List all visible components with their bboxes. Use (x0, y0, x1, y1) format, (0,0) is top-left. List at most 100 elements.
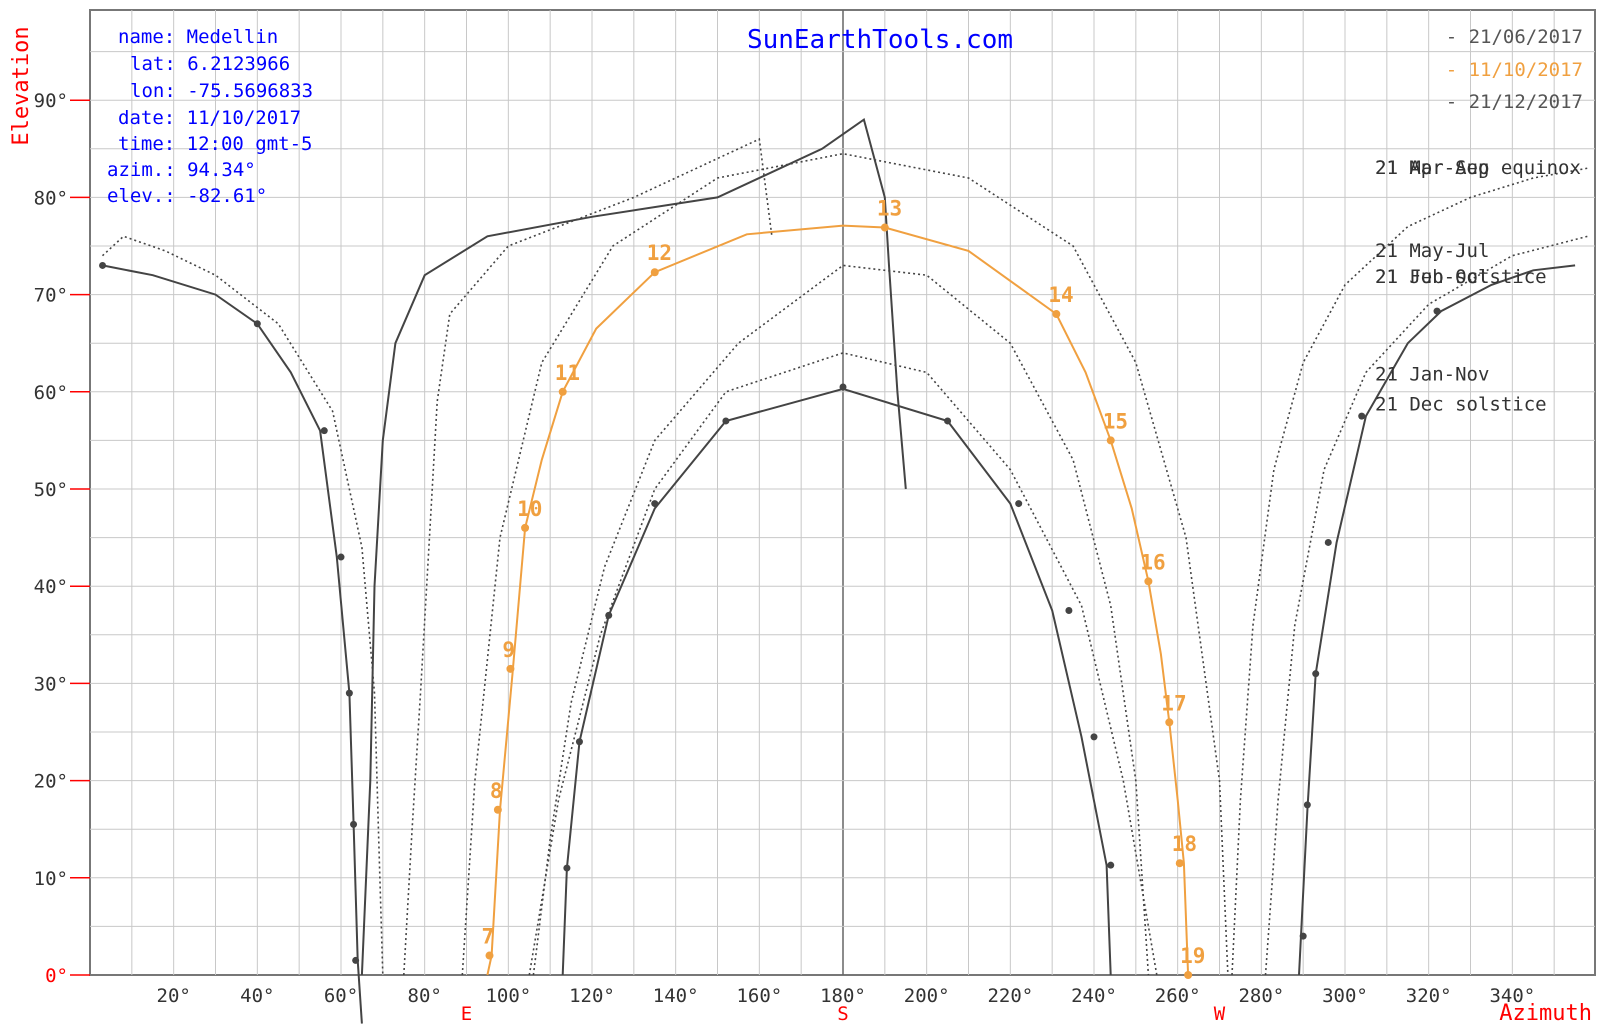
x-tick-label: 20° (157, 985, 191, 1007)
hour-label: 18 (1172, 832, 1197, 856)
cardinal-label: S (837, 1003, 848, 1025)
series-point (1303, 801, 1311, 809)
series-line (102, 264, 363, 1024)
series-point (1312, 670, 1320, 678)
x-tick-label: 60° (324, 985, 358, 1007)
legend-entry-3[interactable]: - 21/12/2017 (1446, 91, 1583, 113)
curve-label: 21 Mar-Sep equinox (1375, 157, 1581, 179)
y-tick-label: 0° (45, 965, 68, 987)
x-tick-label: 340° (1489, 985, 1535, 1007)
x-tick-label: 280° (1238, 985, 1284, 1007)
y-tick-label: 10° (34, 868, 68, 890)
x-tick-label: 320° (1406, 985, 1452, 1007)
info-azim: azim.: 94.34° (107, 159, 256, 181)
y-tick-label: 70° (34, 285, 68, 307)
series-point (1358, 412, 1366, 420)
series-point (350, 820, 358, 828)
hour-label: 8 (490, 779, 503, 803)
series-line (1298, 264, 1576, 976)
info-date: date: 11/10/2017 (118, 107, 301, 129)
hour-label: 9 (502, 638, 515, 662)
hour-point (485, 951, 494, 960)
series-line (360, 117, 907, 976)
hour-point (1106, 436, 1115, 445)
series-point (1324, 538, 1332, 546)
hour-label: 11 (555, 361, 580, 385)
hour-point (880, 223, 889, 232)
curve-label: 21 Dec solstice (1375, 393, 1547, 415)
curve-label: 21 Apr-Aug (1375, 157, 1489, 179)
series-line (403, 137, 773, 976)
y-tick-label: 40° (34, 576, 68, 598)
series-line (486, 224, 1190, 976)
series-point (651, 500, 659, 508)
info-elev: elev.: -82.61° (107, 185, 267, 207)
hour-label: 17 (1161, 691, 1186, 715)
series-point (1299, 932, 1307, 940)
x-axis-title: Azimuth (1499, 1001, 1592, 1026)
hour-point (1184, 971, 1193, 979)
grid (89, 9, 1596, 976)
y-tick-label: 50° (34, 479, 68, 501)
hour-point (1175, 859, 1184, 868)
hour-label: 19 (1180, 944, 1205, 968)
series-line (561, 387, 1112, 976)
x-tick-label: 40° (240, 985, 274, 1007)
series-point (1090, 733, 1098, 741)
y-tick-label: 20° (34, 771, 68, 793)
info-panel: name: Medellin lat: 6.2123966 lon: -75.5… (107, 26, 313, 207)
curve-label: 21 Jun solstice (1375, 266, 1547, 288)
x-tick-label: 220° (987, 985, 1033, 1007)
site-title[interactable]: SunEarthTools.com (747, 25, 1013, 55)
series-point (944, 417, 952, 425)
series-line (528, 352, 1158, 976)
hour-point (1144, 577, 1153, 586)
legend-entry-2[interactable]: - 11/10/2017 (1446, 59, 1583, 81)
series-point (337, 553, 345, 561)
x-tick-label: 260° (1155, 985, 1201, 1007)
y-tick-label: 90° (34, 90, 68, 112)
hour-point (521, 523, 530, 532)
hour-label: 12 (647, 241, 672, 265)
hour-label: 10 (517, 497, 542, 521)
hour-point (1165, 718, 1174, 727)
x-tick-label: 180° (820, 985, 866, 1007)
axes: 20° 40° 60° 80° 100° 120° 140° 160° 180° 200° 220°… (34, 90, 1536, 1025)
series-point (1107, 861, 1115, 869)
series-point (839, 383, 847, 391)
hour-label: 16 (1140, 550, 1165, 574)
x-tick-label: 240° (1071, 985, 1117, 1007)
hour-label: 15 (1103, 409, 1128, 433)
curve-label: 21 Feb-Oct (1375, 266, 1489, 288)
series-point (253, 320, 261, 328)
series-line (1264, 235, 1588, 976)
info-lon: lon: -75.5696833 (130, 80, 313, 102)
series-line (461, 152, 1229, 976)
curve-label: 21 Jan-Nov (1375, 363, 1489, 385)
x-tick-label: 120° (569, 985, 615, 1007)
hour-point (650, 268, 659, 277)
series-point (1015, 500, 1023, 508)
info-lat: lat: 6.2123966 (130, 53, 290, 75)
curve-label: 21 May-Jul (1375, 240, 1489, 262)
hour-label: 14 (1048, 283, 1073, 307)
series-point (1065, 607, 1073, 614)
y-tick-label: 30° (34, 673, 68, 695)
legend-entry-1[interactable]: - 21/06/2017 (1446, 26, 1583, 48)
y-tick-label: 60° (34, 382, 68, 404)
cardinal-label: E (461, 1003, 472, 1025)
hour-label: 13 (877, 197, 902, 221)
series-point (563, 864, 571, 872)
y-axis-title: Elevation (9, 26, 34, 145)
series-line (1231, 167, 1588, 976)
labels-group: 7 8 9 10 11 12 13 14 15 16 17 18 19 21 Mar-Sep equino… (482, 157, 1581, 968)
x-tick-label: 160° (736, 985, 782, 1007)
hour-point (506, 664, 515, 673)
series-point (1433, 307, 1441, 315)
hour-label: 7 (482, 925, 495, 949)
cardinal-label: W (1214, 1003, 1226, 1025)
series-point (345, 689, 353, 697)
series-line (532, 264, 1150, 976)
info-name: name: Medellin (118, 26, 278, 48)
series-point (320, 427, 328, 435)
